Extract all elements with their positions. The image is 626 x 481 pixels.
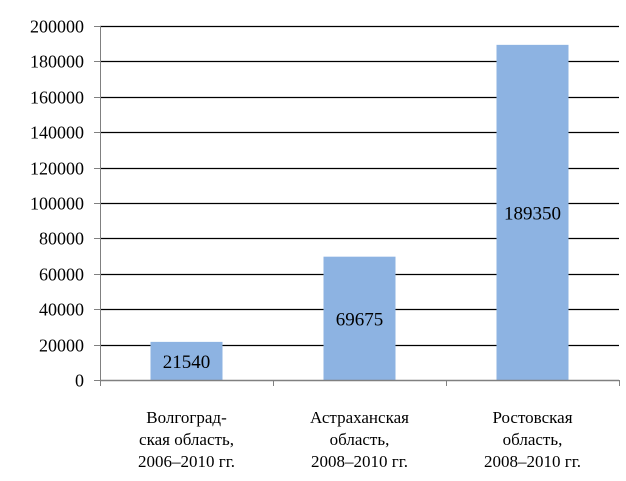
gridlines [100, 25, 619, 347]
y-tick-label: 160000 [30, 88, 84, 108]
category-label: Астраханская область, 2008–2010 гг. [310, 408, 409, 471]
bar-data-labels: 21540 69675 189350 [163, 203, 561, 373]
y-tick-label: 180000 [30, 52, 84, 72]
category-label-line: Волгоград- [146, 408, 227, 427]
bar [150, 341, 223, 380]
category-label-line: область, [330, 430, 390, 449]
category-label-line: Астраханская [310, 408, 409, 427]
axes [94, 26, 620, 386]
bar-data-label: 69675 [336, 309, 384, 330]
category-label-line: Ростовская [492, 408, 572, 427]
y-tick-label: 60000 [39, 265, 84, 285]
category-label-line: 2008–2010 гг. [311, 452, 408, 471]
y-tick-label: 100000 [30, 194, 84, 214]
y-tick-label: 120000 [30, 159, 84, 179]
bar [496, 44, 569, 381]
y-tick-label: 140000 [30, 123, 84, 143]
y-tick-label: 40000 [39, 300, 84, 320]
y-tick-label: 0 [75, 371, 84, 391]
bars [150, 44, 569, 381]
category-label-line: 2006–2010 гг. [138, 452, 235, 471]
category-labels: Волгоград-ская область, 2006–2010 гг. Астр… [138, 408, 581, 471]
y-tick-labels: 0 20000 40000 60000 80000 100000 120000 140000 1… [30, 17, 84, 391]
bar-data-label: 21540 [163, 352, 211, 373]
bar [323, 256, 396, 380]
category-label-line: область, [503, 430, 563, 449]
y-tick-label: 80000 [39, 229, 84, 249]
bar-data-label: 189350 [504, 203, 561, 224]
category-label: Ростовская область, 2008–2010 гг. [484, 408, 581, 471]
category-label-line: 2008–2010 гг. [484, 452, 581, 471]
category-label-line: ская область, [139, 430, 234, 449]
y-tick-label: 20000 [39, 336, 84, 356]
category-label: Волгоград-ская область, 2006–2010 гг. [138, 408, 235, 471]
y-tick-label: 200000 [30, 17, 84, 37]
